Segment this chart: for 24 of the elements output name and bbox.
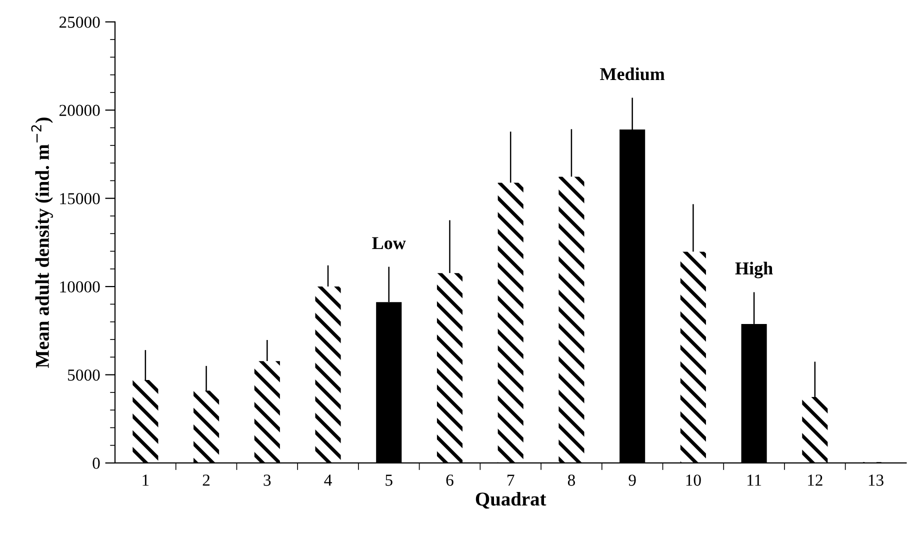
x-tick-label: 10 [686, 474, 701, 486]
y-axis-title: Mean adult density (ind. m$^{−2}$) [31, 118, 53, 368]
y-tick-label: 0 [92, 458, 100, 469]
y-tick-label: 10000 [60, 281, 100, 292]
x-tick-label: 11 [747, 474, 762, 486]
x-tick-label: 1 [142, 474, 149, 486]
x-tick-label: 9 [628, 474, 636, 486]
x-tick-label: 8 [568, 474, 575, 486]
x-tick-label: 3 [264, 474, 271, 486]
annotation: Low [372, 237, 406, 250]
x-tick-label: 4 [324, 474, 332, 486]
annotation: Medium [600, 67, 665, 80]
annotation: High [735, 262, 773, 278]
x-tick-label: 12 [808, 474, 822, 486]
x-axis-title: Quadrat [476, 492, 546, 509]
y-tick-label: 25000 [59, 16, 100, 28]
x-tick-label: 13 [868, 474, 884, 486]
x-tick-label: 7 [508, 474, 514, 486]
y-tick-label: 20000 [59, 104, 100, 116]
x-tick-label: 5 [386, 474, 392, 486]
y-tick-label: 5000 [68, 369, 100, 381]
x-tick-label: 6 [446, 474, 454, 486]
x-tick-label: 2 [202, 474, 210, 486]
y-tick-label: 15000 [60, 193, 100, 204]
